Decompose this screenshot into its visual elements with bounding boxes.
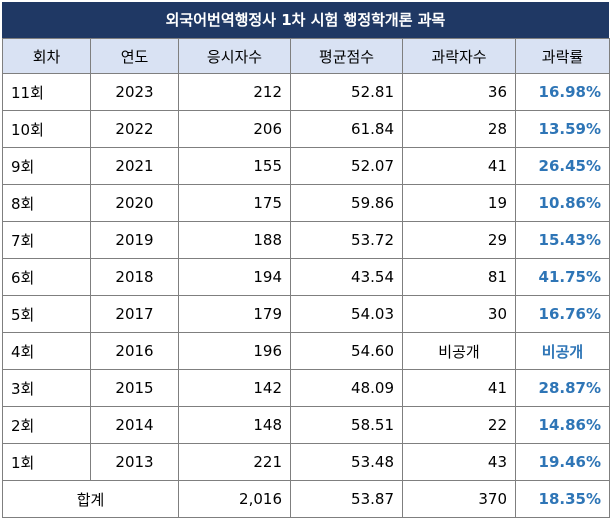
table-title: 외국어번역행정사 1차 시험 행정학개론 과목 [2, 2, 609, 38]
round-cell: 4회 [2, 332, 91, 370]
year-cell: 2013 [90, 443, 179, 481]
table-row: 8회 2020 175 59.86 19 10.86% [2, 184, 610, 222]
fail-count-cell: 81 [402, 258, 516, 296]
year-cell: 2019 [90, 221, 179, 259]
table-row: 11회 2023 212 52.81 36 16.98% [2, 73, 610, 111]
fail-rate-cell: 26.45% [515, 147, 610, 185]
round-cell: 3회 [2, 369, 91, 407]
fail-count-cell: 비공개 [402, 332, 516, 370]
header-round: 회차 [2, 38, 91, 74]
fail-rate-cell: 16.76% [515, 295, 610, 333]
average-cell: 52.81 [290, 73, 403, 111]
average-cell: 59.86 [290, 184, 403, 222]
round-cell: 7회 [2, 221, 91, 259]
fail-count-cell: 22 [402, 406, 516, 444]
table-row: 2회 2014 148 58.51 22 14.86% [2, 406, 610, 444]
fail-rate-cell: 10.86% [515, 184, 610, 222]
fail-count-cell: 28 [402, 110, 516, 148]
average-cell: 53.48 [290, 443, 403, 481]
total-average: 53.87 [290, 480, 403, 518]
applicants-cell: 142 [178, 369, 291, 407]
header-fail-count: 과락자수 [402, 38, 516, 74]
applicants-cell: 188 [178, 221, 291, 259]
year-cell: 2021 [90, 147, 179, 185]
year-cell: 2016 [90, 332, 179, 370]
fail-count-cell: 29 [402, 221, 516, 259]
applicants-cell: 206 [178, 110, 291, 148]
applicants-cell: 148 [178, 406, 291, 444]
fail-count-cell: 41 [402, 369, 516, 407]
applicants-cell: 221 [178, 443, 291, 481]
header-year: 연도 [90, 38, 179, 74]
round-cell: 2회 [2, 406, 91, 444]
table-row: 10회 2022 206 61.84 28 13.59% [2, 110, 610, 148]
average-cell: 61.84 [290, 110, 403, 148]
fail-rate-cell: 비공개 [515, 332, 610, 370]
year-cell: 2020 [90, 184, 179, 222]
applicants-cell: 196 [178, 332, 291, 370]
round-cell: 6회 [2, 258, 91, 296]
applicants-cell: 175 [178, 184, 291, 222]
average-cell: 54.60 [290, 332, 403, 370]
header-fail-rate: 과락률 [515, 38, 610, 74]
total-row: 합계 2,016 53.87 370 18.35% [2, 480, 610, 518]
fail-count-cell: 30 [402, 295, 516, 333]
table-row: 7회 2019 188 53.72 29 15.43% [2, 221, 610, 259]
year-cell: 2014 [90, 406, 179, 444]
average-cell: 52.07 [290, 147, 403, 185]
round-cell: 10회 [2, 110, 91, 148]
header-average: 평균점수 [290, 38, 403, 74]
fail-rate-cell: 14.86% [515, 406, 610, 444]
round-cell: 9회 [2, 147, 91, 185]
table-row: 9회 2021 155 52.07 41 26.45% [2, 147, 610, 185]
round-cell: 8회 [2, 184, 91, 222]
year-cell: 2022 [90, 110, 179, 148]
fail-rate-cell: 15.43% [515, 221, 610, 259]
round-cell: 5회 [2, 295, 91, 333]
table-row: 6회 2018 194 43.54 81 41.75% [2, 258, 610, 296]
exam-stats-table: 회차 연도 응시자수 평균점수 과락자수 과락률 11회 2023 212 52… [2, 38, 610, 518]
round-cell: 1회 [2, 443, 91, 481]
table-row: 4회 2016 196 54.60 비공개 비공개 [2, 332, 610, 370]
applicants-cell: 194 [178, 258, 291, 296]
fail-count-cell: 41 [402, 147, 516, 185]
fail-rate-cell: 41.75% [515, 258, 610, 296]
applicants-cell: 179 [178, 295, 291, 333]
total-fail-count: 370 [402, 480, 516, 518]
average-cell: 54.03 [290, 295, 403, 333]
header-row: 회차 연도 응시자수 평균점수 과락자수 과락률 [2, 38, 610, 74]
fail-rate-cell: 16.98% [515, 73, 610, 111]
fail-rate-cell: 19.46% [515, 443, 610, 481]
fail-count-cell: 43 [402, 443, 516, 481]
table-row: 5회 2017 179 54.03 30 16.76% [2, 295, 610, 333]
average-cell: 48.09 [290, 369, 403, 407]
total-applicants: 2,016 [178, 480, 291, 518]
average-cell: 58.51 [290, 406, 403, 444]
year-cell: 2018 [90, 258, 179, 296]
fail-rate-cell: 28.87% [515, 369, 610, 407]
header-applicants: 응시자수 [178, 38, 291, 74]
average-cell: 53.72 [290, 221, 403, 259]
year-cell: 2023 [90, 73, 179, 111]
fail-rate-cell: 13.59% [515, 110, 610, 148]
applicants-cell: 212 [178, 73, 291, 111]
year-cell: 2015 [90, 369, 179, 407]
year-cell: 2017 [90, 295, 179, 333]
table-row: 1회 2013 221 53.48 43 19.46% [2, 443, 610, 481]
table-row: 3회 2015 142 48.09 41 28.87% [2, 369, 610, 407]
total-fail-rate: 18.35% [515, 480, 610, 518]
fail-count-cell: 19 [402, 184, 516, 222]
fail-count-cell: 36 [402, 73, 516, 111]
total-label: 합계 [2, 480, 179, 518]
round-cell: 11회 [2, 73, 91, 111]
applicants-cell: 155 [178, 147, 291, 185]
average-cell: 43.54 [290, 258, 403, 296]
